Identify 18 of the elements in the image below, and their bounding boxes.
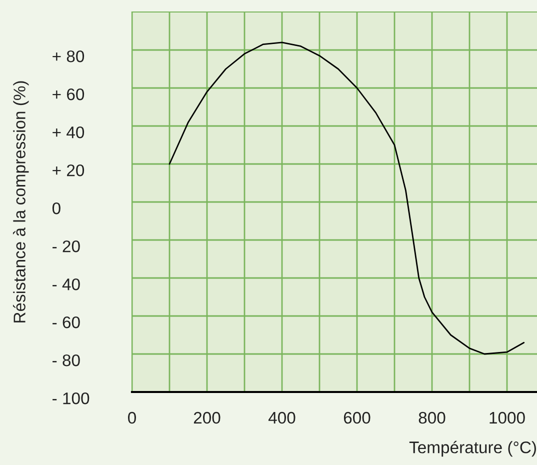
y-tick-label: + 80 (52, 50, 84, 62)
y-tick-label: 0 (52, 202, 60, 214)
x-tick-label: 400 (268, 412, 296, 424)
x-tick-label: 800 (418, 412, 446, 424)
y-tick-label: - 80 (52, 354, 80, 366)
y-tick-label: - 20 (52, 240, 80, 252)
y-tick-label: - 100 (52, 392, 90, 404)
x-axis-title: Température (°C) (409, 440, 536, 457)
x-tick-label: 0 (128, 412, 136, 424)
x-tick-label: 1000 (490, 412, 525, 424)
x-tick-label: 600 (344, 412, 370, 424)
y-axis-title: Résistance à la compression (%) (12, 81, 29, 322)
y-tick-label: - 40 (52, 278, 80, 290)
y-tick-label: + 20 (52, 164, 84, 176)
y-tick-label: - 60 (52, 316, 80, 328)
y-tick-label: + 60 (52, 88, 84, 100)
y-tick-label: + 40 (52, 126, 84, 138)
x-tick-label: 200 (194, 412, 220, 424)
